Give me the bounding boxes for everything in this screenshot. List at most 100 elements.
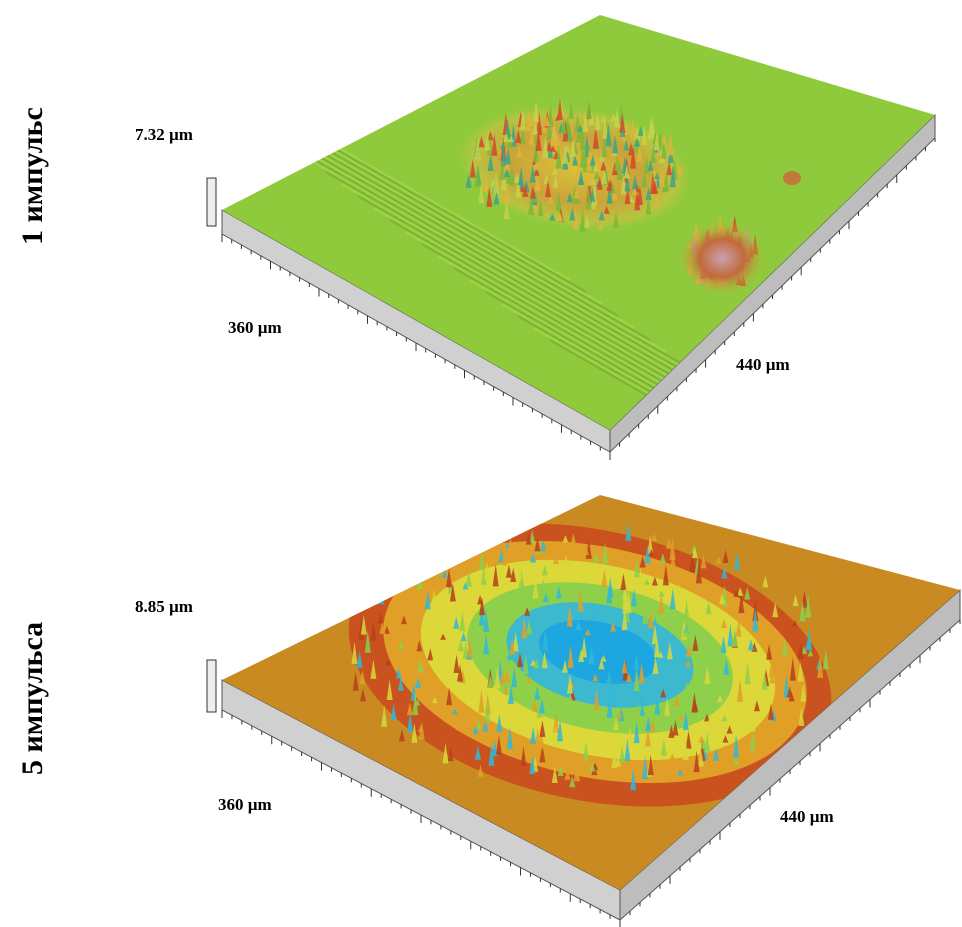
spike	[669, 537, 676, 561]
spike	[539, 698, 546, 714]
spike	[567, 644, 574, 668]
spike	[552, 175, 559, 188]
spike	[575, 158, 582, 177]
spike	[547, 196, 554, 204]
surface-texture	[465, 98, 759, 287]
spike	[715, 556, 722, 564]
spike	[602, 118, 609, 139]
spike	[480, 566, 487, 585]
spike	[564, 768, 571, 780]
spike	[411, 637, 418, 649]
spike	[635, 699, 642, 723]
spike	[552, 553, 559, 565]
debris	[677, 220, 767, 296]
spike	[575, 620, 582, 631]
spike	[651, 576, 658, 586]
spike	[660, 739, 667, 756]
spike	[798, 707, 805, 726]
spike	[478, 549, 485, 570]
surface-panel: 8.85 µm 360 µm 440 µm	[135, 495, 961, 922]
spike	[737, 678, 744, 703]
spike	[632, 174, 639, 190]
spike	[453, 654, 460, 673]
spike	[477, 764, 484, 777]
spike	[589, 187, 596, 203]
spike	[676, 599, 683, 609]
spike	[772, 602, 779, 618]
spike	[594, 111, 601, 131]
spike	[805, 639, 812, 649]
spike	[641, 126, 648, 145]
spike	[519, 128, 526, 144]
spike	[539, 744, 546, 763]
stripe	[405, 231, 827, 430]
spike	[605, 671, 612, 685]
spike	[496, 714, 503, 732]
spike	[515, 177, 522, 198]
spike	[359, 669, 366, 685]
spike	[573, 759, 580, 782]
spike	[446, 568, 453, 588]
spike	[606, 694, 613, 718]
spike	[682, 741, 689, 761]
spike	[577, 176, 584, 185]
spike	[645, 196, 652, 215]
spike	[658, 590, 665, 597]
spike	[647, 115, 654, 139]
spike	[593, 689, 600, 711]
spike	[379, 621, 386, 634]
spike	[633, 137, 640, 147]
spike	[460, 632, 467, 642]
spike	[619, 745, 626, 764]
spike	[723, 658, 730, 675]
spike	[508, 135, 515, 143]
stripe	[277, 135, 699, 377]
spike	[351, 641, 358, 664]
spike	[566, 192, 573, 203]
spike	[652, 616, 659, 632]
spike	[507, 608, 514, 625]
spike	[789, 656, 796, 681]
spike	[676, 584, 683, 607]
size-y-label: 440 µm	[736, 355, 790, 374]
spike	[406, 702, 413, 716]
spike	[612, 135, 619, 154]
spike	[517, 176, 524, 186]
spike	[535, 127, 542, 152]
spike	[451, 708, 458, 715]
spike	[370, 659, 377, 679]
spike	[662, 564, 669, 586]
spike	[648, 549, 655, 556]
spike	[731, 628, 738, 647]
spike	[397, 641, 404, 650]
spike	[578, 648, 585, 662]
spike	[503, 168, 510, 178]
spike	[386, 679, 393, 701]
spike	[459, 610, 466, 632]
spike	[622, 588, 629, 610]
spike	[630, 144, 637, 169]
spike	[641, 171, 648, 188]
spike	[427, 648, 434, 661]
spike	[651, 533, 658, 542]
spike	[519, 185, 526, 192]
spike	[557, 719, 564, 742]
spike	[800, 683, 807, 702]
spike	[579, 209, 586, 232]
spike	[744, 661, 751, 685]
spike	[591, 609, 598, 617]
height-label: 7.32 µm	[135, 125, 193, 144]
spike	[417, 725, 424, 732]
spike	[364, 630, 371, 653]
spike	[685, 659, 692, 668]
spike	[529, 164, 536, 183]
spike	[479, 597, 486, 616]
spike	[610, 683, 617, 708]
spike	[734, 553, 741, 570]
spike	[606, 180, 613, 191]
spike	[536, 700, 543, 718]
spike	[540, 539, 547, 552]
spike	[749, 730, 756, 751]
spike	[581, 636, 588, 658]
spike	[767, 703, 774, 720]
